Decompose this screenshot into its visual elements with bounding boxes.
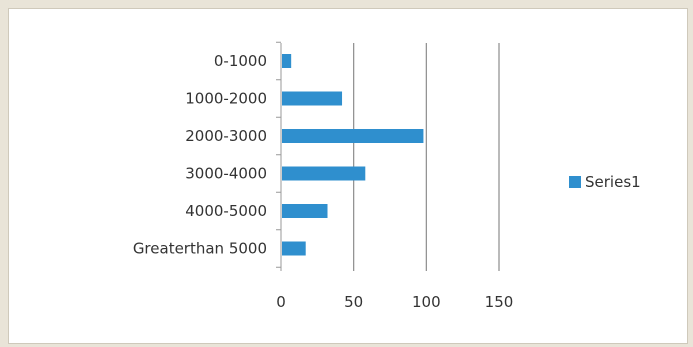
x-tick-label: 50 bbox=[344, 293, 363, 311]
bar-3000-4000 bbox=[282, 166, 366, 181]
category-label: 0-1000 bbox=[214, 52, 267, 70]
category-label: Greaterthan 5000 bbox=[133, 240, 267, 258]
category-label: 4000-5000 bbox=[185, 202, 267, 220]
category-label: 1000-2000 bbox=[185, 90, 267, 108]
legend: Series1 bbox=[569, 173, 641, 191]
bar-chart: 0-1000 1000-2000 2000-3000 3000-4000 4000-50… bbox=[133, 41, 641, 311]
x-tick-labels: 0 50 100 150 bbox=[276, 293, 513, 311]
bar-2000-3000 bbox=[282, 129, 424, 143]
legend-swatch-series1 bbox=[569, 176, 581, 188]
grid-layer bbox=[276, 41, 500, 271]
bar-Greaterthan 5000 bbox=[282, 241, 306, 256]
bar-0-1000 bbox=[282, 54, 292, 68]
bar-4000-5000 bbox=[282, 204, 328, 218]
x-tick-label: 150 bbox=[485, 293, 514, 311]
bar-layer bbox=[282, 54, 424, 256]
bar-1000-2000 bbox=[282, 91, 343, 106]
x-tick-label: 100 bbox=[412, 293, 441, 311]
category-label: 3000-4000 bbox=[185, 165, 267, 183]
category-labels: 0-1000 1000-2000 2000-3000 3000-4000 4000-50… bbox=[133, 52, 267, 258]
chart-frame: 0-1000 1000-2000 2000-3000 3000-4000 4000-50… bbox=[8, 8, 688, 344]
category-label: 2000-3000 bbox=[185, 127, 267, 145]
x-tick-label: 0 bbox=[276, 293, 286, 311]
legend-label-series1: Series1 bbox=[585, 173, 641, 191]
